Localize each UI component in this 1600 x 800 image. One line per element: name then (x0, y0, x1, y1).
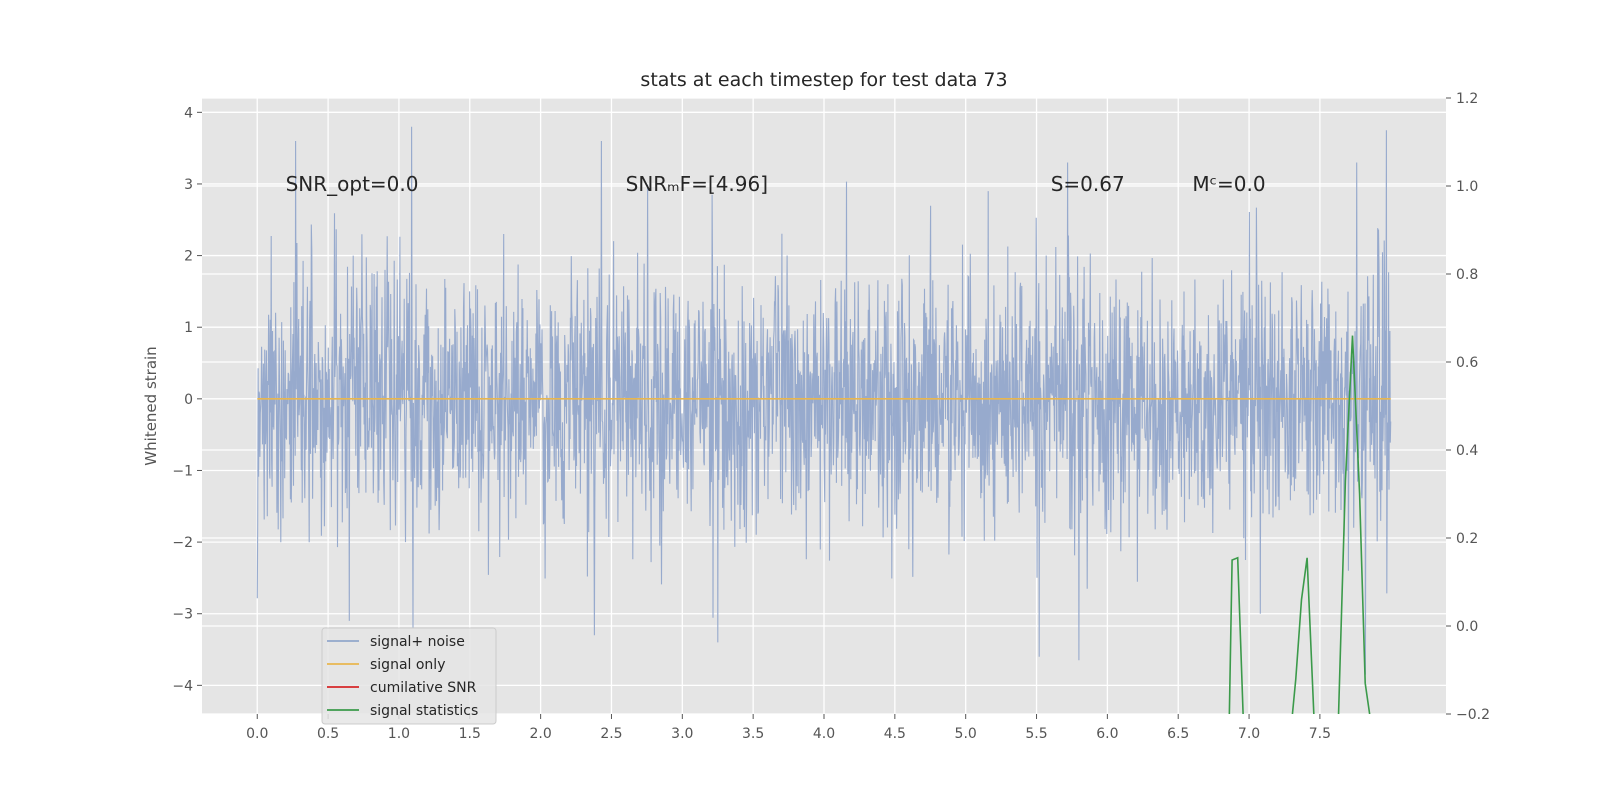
y2-tick-label: −0.2 (1456, 707, 1490, 723)
legend-label: signal+ noise (370, 634, 465, 650)
x-tick-label: 6.0 (1096, 726, 1118, 742)
y-tick-label: 4 (184, 105, 193, 121)
chart-title: stats at each timestep for test data 73 (640, 69, 1007, 91)
x-tick-label: 7.5 (1309, 726, 1331, 742)
y2-tick-label: 1.2 (1456, 91, 1478, 107)
y-tick-label: 2 (184, 249, 193, 265)
x-tick-label: 0.0 (246, 726, 268, 742)
y2-tick-label: 0.4 (1456, 443, 1478, 459)
y-axis-label: Whitened strain (142, 346, 160, 465)
x-tick-label: 2.5 (600, 726, 622, 742)
x-tick-label: 7.0 (1238, 726, 1260, 742)
y2-tick-label: 0.0 (1456, 619, 1478, 635)
x-tick-label: 1.0 (388, 726, 410, 742)
legend-label: cumilative SNR (370, 680, 477, 696)
legend: signal+ noise signal only cumilative SNR si… (321, 627, 497, 725)
stat-annotation: S=0.67 (1051, 172, 1125, 196)
x-tick-label: 5.0 (955, 726, 977, 742)
y-tick-label: −2 (172, 535, 193, 551)
x-tick-label: 6.5 (1167, 726, 1189, 742)
y2-tick-label: 0.8 (1456, 267, 1478, 283)
y-tick-label: 3 (184, 177, 193, 193)
x-tick-label: 0.5 (317, 726, 339, 742)
x-tick-label: 2.0 (529, 726, 551, 742)
x-tick-label: 1.5 (459, 726, 481, 742)
y-tick-label: −4 (172, 678, 193, 694)
x-tick-label: 4.5 (884, 726, 906, 742)
y-tick-label: −1 (172, 463, 193, 479)
stat-annotation: SNRₘF=[4.96] (626, 172, 768, 196)
x-tick-label: 3.0 (671, 726, 693, 742)
series-signal-statistics (1228, 335, 1371, 714)
y2-tick-label: 0.2 (1456, 531, 1478, 547)
x-tick-label: 3.5 (742, 726, 764, 742)
series-signal-noise (256, 126, 1392, 675)
annotations: SNR_opt=0.0 SNRₘF=[4.96] S=0.67 Mᶜ=0.0 (286, 172, 1266, 196)
legend-box (321, 627, 497, 725)
x-tick-label: 5.5 (1025, 726, 1047, 742)
y-tick-label: 0 (184, 392, 193, 408)
y-tick-label: 1 (184, 320, 193, 336)
y-tick-label: −3 (172, 607, 193, 623)
stat-annotation: SNR_opt=0.0 (286, 172, 419, 196)
y2-tick-label: 1.0 (1456, 179, 1478, 195)
legend-label: signal statistics (370, 703, 478, 719)
legend-label: signal only (370, 657, 445, 673)
axes: 0.0 0.5 1.0 1.5 2.0 2.5 3.0 3.5 4.0 4.5 5.0 5.5 6.0 6… (172, 91, 1490, 742)
y2-tick-label: 0.6 (1456, 355, 1478, 371)
series-layer (256, 126, 1392, 714)
stat-annotation: Mᶜ=0.0 (1192, 172, 1265, 196)
x-tick-label: 4.0 (813, 726, 835, 742)
